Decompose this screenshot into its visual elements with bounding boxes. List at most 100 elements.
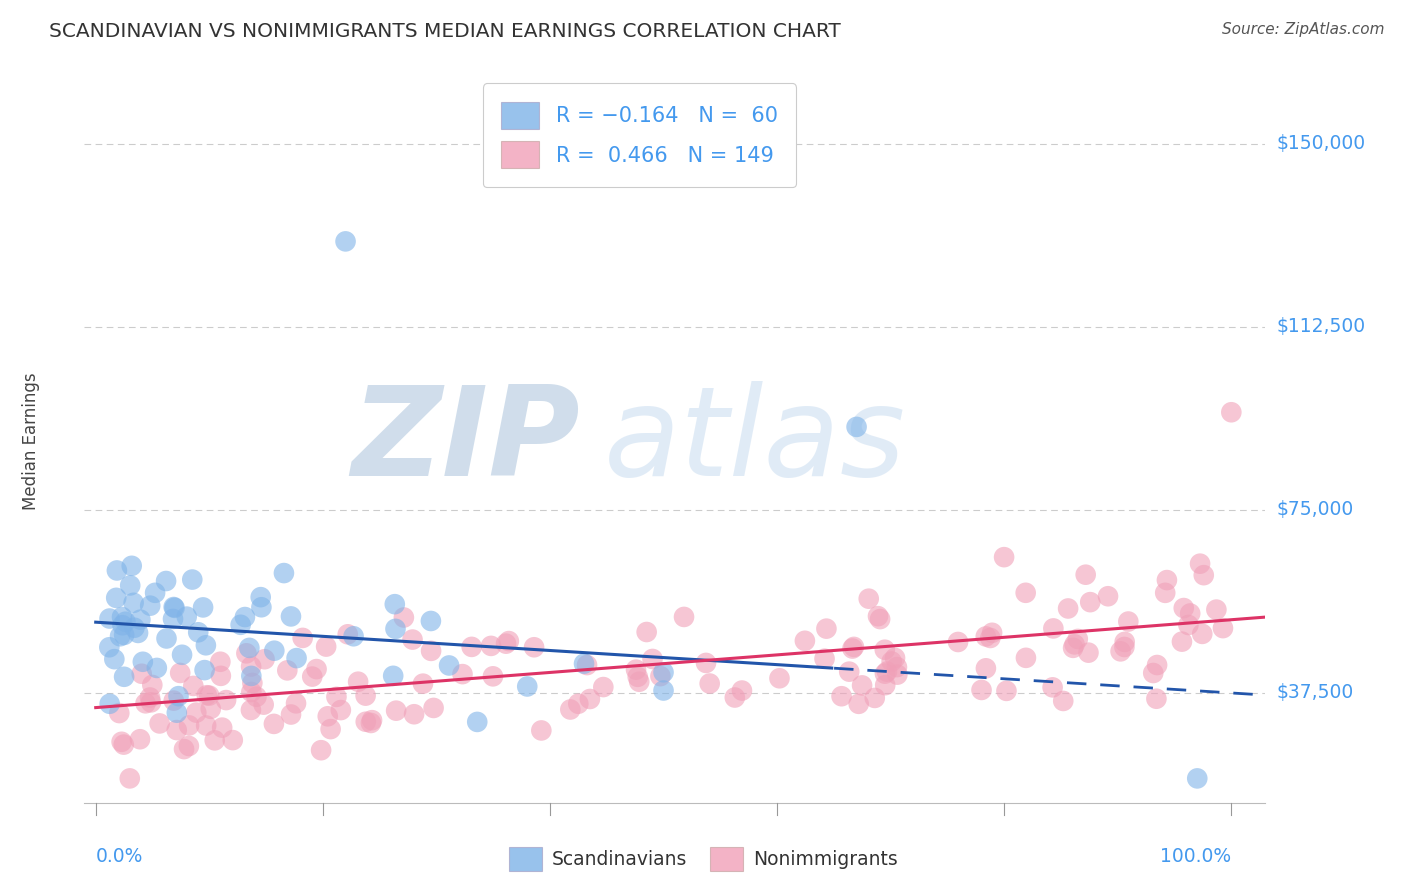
Point — [886, 660, 908, 674]
Point — [842, 640, 865, 654]
Point — [1171, 634, 1194, 648]
Point — [301, 670, 323, 684]
Point — [177, 739, 200, 753]
Point — [194, 638, 217, 652]
Point — [401, 632, 423, 647]
Point — [1146, 658, 1168, 673]
Point — [325, 690, 347, 704]
Point — [838, 665, 860, 679]
Point — [132, 655, 155, 669]
Text: ZIP: ZIP — [352, 381, 581, 502]
Point — [384, 622, 406, 636]
Point — [876, 665, 898, 679]
Point — [108, 706, 131, 720]
Point — [793, 633, 815, 648]
Point — [98, 697, 121, 711]
Point — [851, 678, 873, 692]
Point — [195, 688, 218, 702]
Point — [482, 669, 505, 683]
Point — [222, 733, 245, 747]
Point — [360, 716, 382, 731]
Point — [523, 640, 546, 655]
Point — [465, 714, 488, 729]
Point — [141, 678, 163, 692]
Text: $75,000: $75,000 — [1277, 500, 1354, 519]
Point — [848, 697, 870, 711]
Point — [163, 693, 186, 707]
Point — [319, 722, 342, 736]
Point — [135, 696, 157, 710]
Point — [173, 742, 195, 756]
Point — [198, 689, 221, 703]
Point — [163, 600, 186, 615]
Point — [652, 683, 675, 698]
Point — [636, 625, 658, 640]
Point — [103, 652, 125, 666]
Point — [495, 637, 517, 651]
Point — [479, 639, 502, 653]
Point — [309, 743, 332, 757]
Text: 0.0%: 0.0% — [96, 847, 143, 866]
Point — [979, 631, 1001, 645]
Point — [516, 680, 538, 694]
Point — [111, 610, 134, 624]
Point — [167, 689, 190, 703]
Point — [143, 586, 166, 600]
Point — [181, 573, 204, 587]
Point — [673, 610, 696, 624]
Point — [111, 618, 134, 632]
Point — [1156, 573, 1178, 587]
Point — [993, 550, 1015, 565]
Point — [419, 614, 441, 628]
Text: SCANDINAVIAN VS NONIMMIGRANTS MEDIAN EARNINGS CORRELATION CHART: SCANDINAVIAN VS NONIMMIGRANTS MEDIAN EAR… — [49, 22, 841, 41]
Point — [335, 235, 357, 249]
Point — [815, 622, 838, 636]
Point — [146, 661, 169, 675]
Point — [1142, 665, 1164, 680]
Point — [1067, 632, 1090, 646]
Point — [995, 684, 1018, 698]
Point — [1212, 621, 1234, 635]
Point — [166, 723, 188, 737]
Point — [177, 718, 200, 732]
Point — [105, 564, 128, 578]
Point — [420, 644, 443, 658]
Point — [114, 615, 136, 629]
Point — [280, 707, 302, 722]
Point — [253, 652, 276, 666]
Point — [724, 690, 747, 705]
Point — [209, 655, 232, 669]
Point — [162, 612, 184, 626]
Point — [285, 696, 308, 710]
Point — [273, 566, 295, 580]
Point — [384, 597, 406, 611]
Point — [560, 702, 582, 716]
Point — [884, 651, 907, 665]
Point — [240, 669, 263, 683]
Point — [166, 706, 188, 720]
Point — [841, 641, 863, 656]
Point — [981, 625, 1004, 640]
Point — [624, 663, 647, 677]
Point — [1189, 557, 1212, 571]
Point — [1173, 601, 1195, 615]
Point — [139, 695, 162, 709]
Point — [699, 676, 721, 690]
Point — [404, 707, 426, 722]
Point — [285, 651, 308, 665]
Point — [129, 613, 152, 627]
Point — [1057, 601, 1080, 615]
Point — [112, 670, 135, 684]
Point — [1062, 640, 1084, 655]
Point — [200, 702, 222, 716]
Point — [1042, 681, 1064, 695]
Point — [186, 706, 208, 720]
Point — [880, 655, 903, 669]
Point — [650, 669, 672, 683]
Point — [315, 640, 337, 654]
Point — [1177, 618, 1199, 632]
Point — [641, 652, 664, 666]
Point — [233, 610, 256, 624]
Point — [1191, 627, 1213, 641]
Point — [1205, 602, 1227, 616]
